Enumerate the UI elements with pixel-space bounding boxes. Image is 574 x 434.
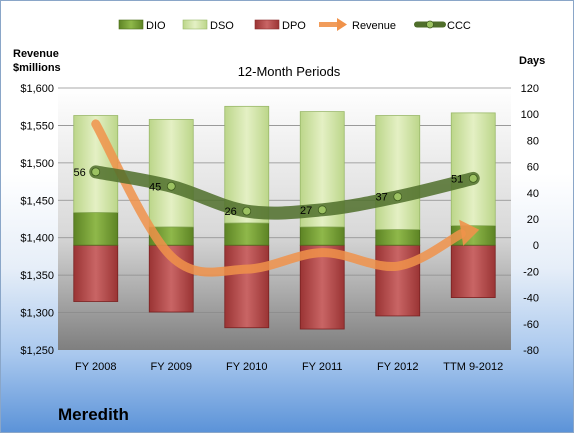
left-axis-label-line1: Revenue [13,48,59,60]
right-tick-label: 100 [521,109,539,121]
ccc-data-label: 45 [149,181,161,193]
ccc-data-label: 27 [300,205,312,217]
dso-bar [148,119,194,228]
legend-swatch-dpo [254,19,280,30]
left-axis-ticks: $1,250 $1,300 $1,350 $1,400 $1,450 $1,500 $1,5… [20,83,54,357]
right-tick-label: 40 [527,188,539,200]
left-tick-label: $1,350 [20,270,54,282]
dso-bar [450,112,496,226]
category-labels: FY 2008 FY 2009 FY 2010 FY 2011 FY 2012 TTM 9… [75,361,503,373]
right-tick-label: -80 [523,345,539,357]
ccc-point [393,192,403,202]
ccc-data-label: 37 [376,192,388,204]
category-label: FY 2009 [151,361,192,373]
gridlines [58,87,511,313]
right-tick-label: 20 [527,214,539,226]
right-tick-label: -60 [523,319,539,331]
legend-label-ccc: CCC [447,20,471,32]
legend-label-revenue: Revenue [352,20,396,32]
left-tick-label: $1,600 [20,83,54,95]
revenue-series [91,119,480,277]
dso-bar [375,115,421,230]
dio-bar [375,229,421,246]
category-label: FY 2010 [226,361,267,373]
chart-title: 12-Month Periods [238,64,341,79]
legend-swatch-dso [182,19,208,30]
ccc-data-label: 56 [74,167,86,179]
right-tick-label: 80 [527,135,539,147]
legend-marker-ccc [426,20,434,29]
category-label: FY 2008 [75,361,116,373]
dpo-bar [450,244,496,298]
legend-label-dpo: DPO [282,20,306,32]
right-tick-label: 120 [521,83,539,95]
left-tick-label: $1,550 [20,120,54,132]
ccc-point [468,173,478,183]
dio-bar [299,226,345,246]
right-axis-ticks: -80 -60 -40 -20 0 20 40 60 80 100 120 [521,83,539,357]
ccc-series: 56 45 26 27 37 51 [74,165,480,220]
left-tick-label: $1,250 [20,345,54,357]
legend-item-ccc: CCC [414,20,471,32]
legend-label-dio: DIO [146,20,166,32]
right-tick-label: 60 [527,162,539,174]
revenue-line [91,119,466,277]
legend-arrow-revenue [337,18,347,31]
right-tick-label: 0 [533,240,539,252]
dio-bar [73,212,119,246]
ccc-point [242,206,252,216]
legend-item-dso: DSO [182,19,234,32]
dio-bar [224,222,270,246]
category-label: TTM 9-2012 [443,361,503,373]
category-label: FY 2012 [377,361,418,373]
ccc-data-label: 26 [225,206,237,218]
ccc-point [91,167,101,177]
legend-item-revenue: Revenue [319,18,396,32]
left-tick-label: $1,300 [20,308,54,320]
right-tick-label: -40 [523,293,539,305]
left-tick-label: $1,400 [20,233,54,245]
left-axis-label-line2: $millions [13,62,61,74]
category-label: FY 2011 [302,361,343,373]
revenue-arrowhead [459,219,480,246]
left-tick-label: $1,450 [20,195,54,207]
legend-item-dio: DIO [118,19,166,32]
ccc-data-label: 51 [451,173,463,185]
legend-item-dpo: DPO [254,19,306,32]
legend: DIO DSO DPO Revenue CCC [118,18,471,32]
dpo-bar [73,244,119,302]
legend-swatch-dio [118,19,144,30]
left-tick-label: $1,500 [20,158,54,170]
ccc-line [89,165,480,220]
company-name: Meredith [58,405,129,424]
dpo-bar [224,244,270,329]
right-tick-label: -20 [523,266,539,278]
ccc-point [317,205,327,215]
legend-label-dso: DSO [210,20,234,32]
right-axis-label: Days [519,55,545,67]
dpo-bar [375,244,421,317]
ccc-point [166,181,176,191]
